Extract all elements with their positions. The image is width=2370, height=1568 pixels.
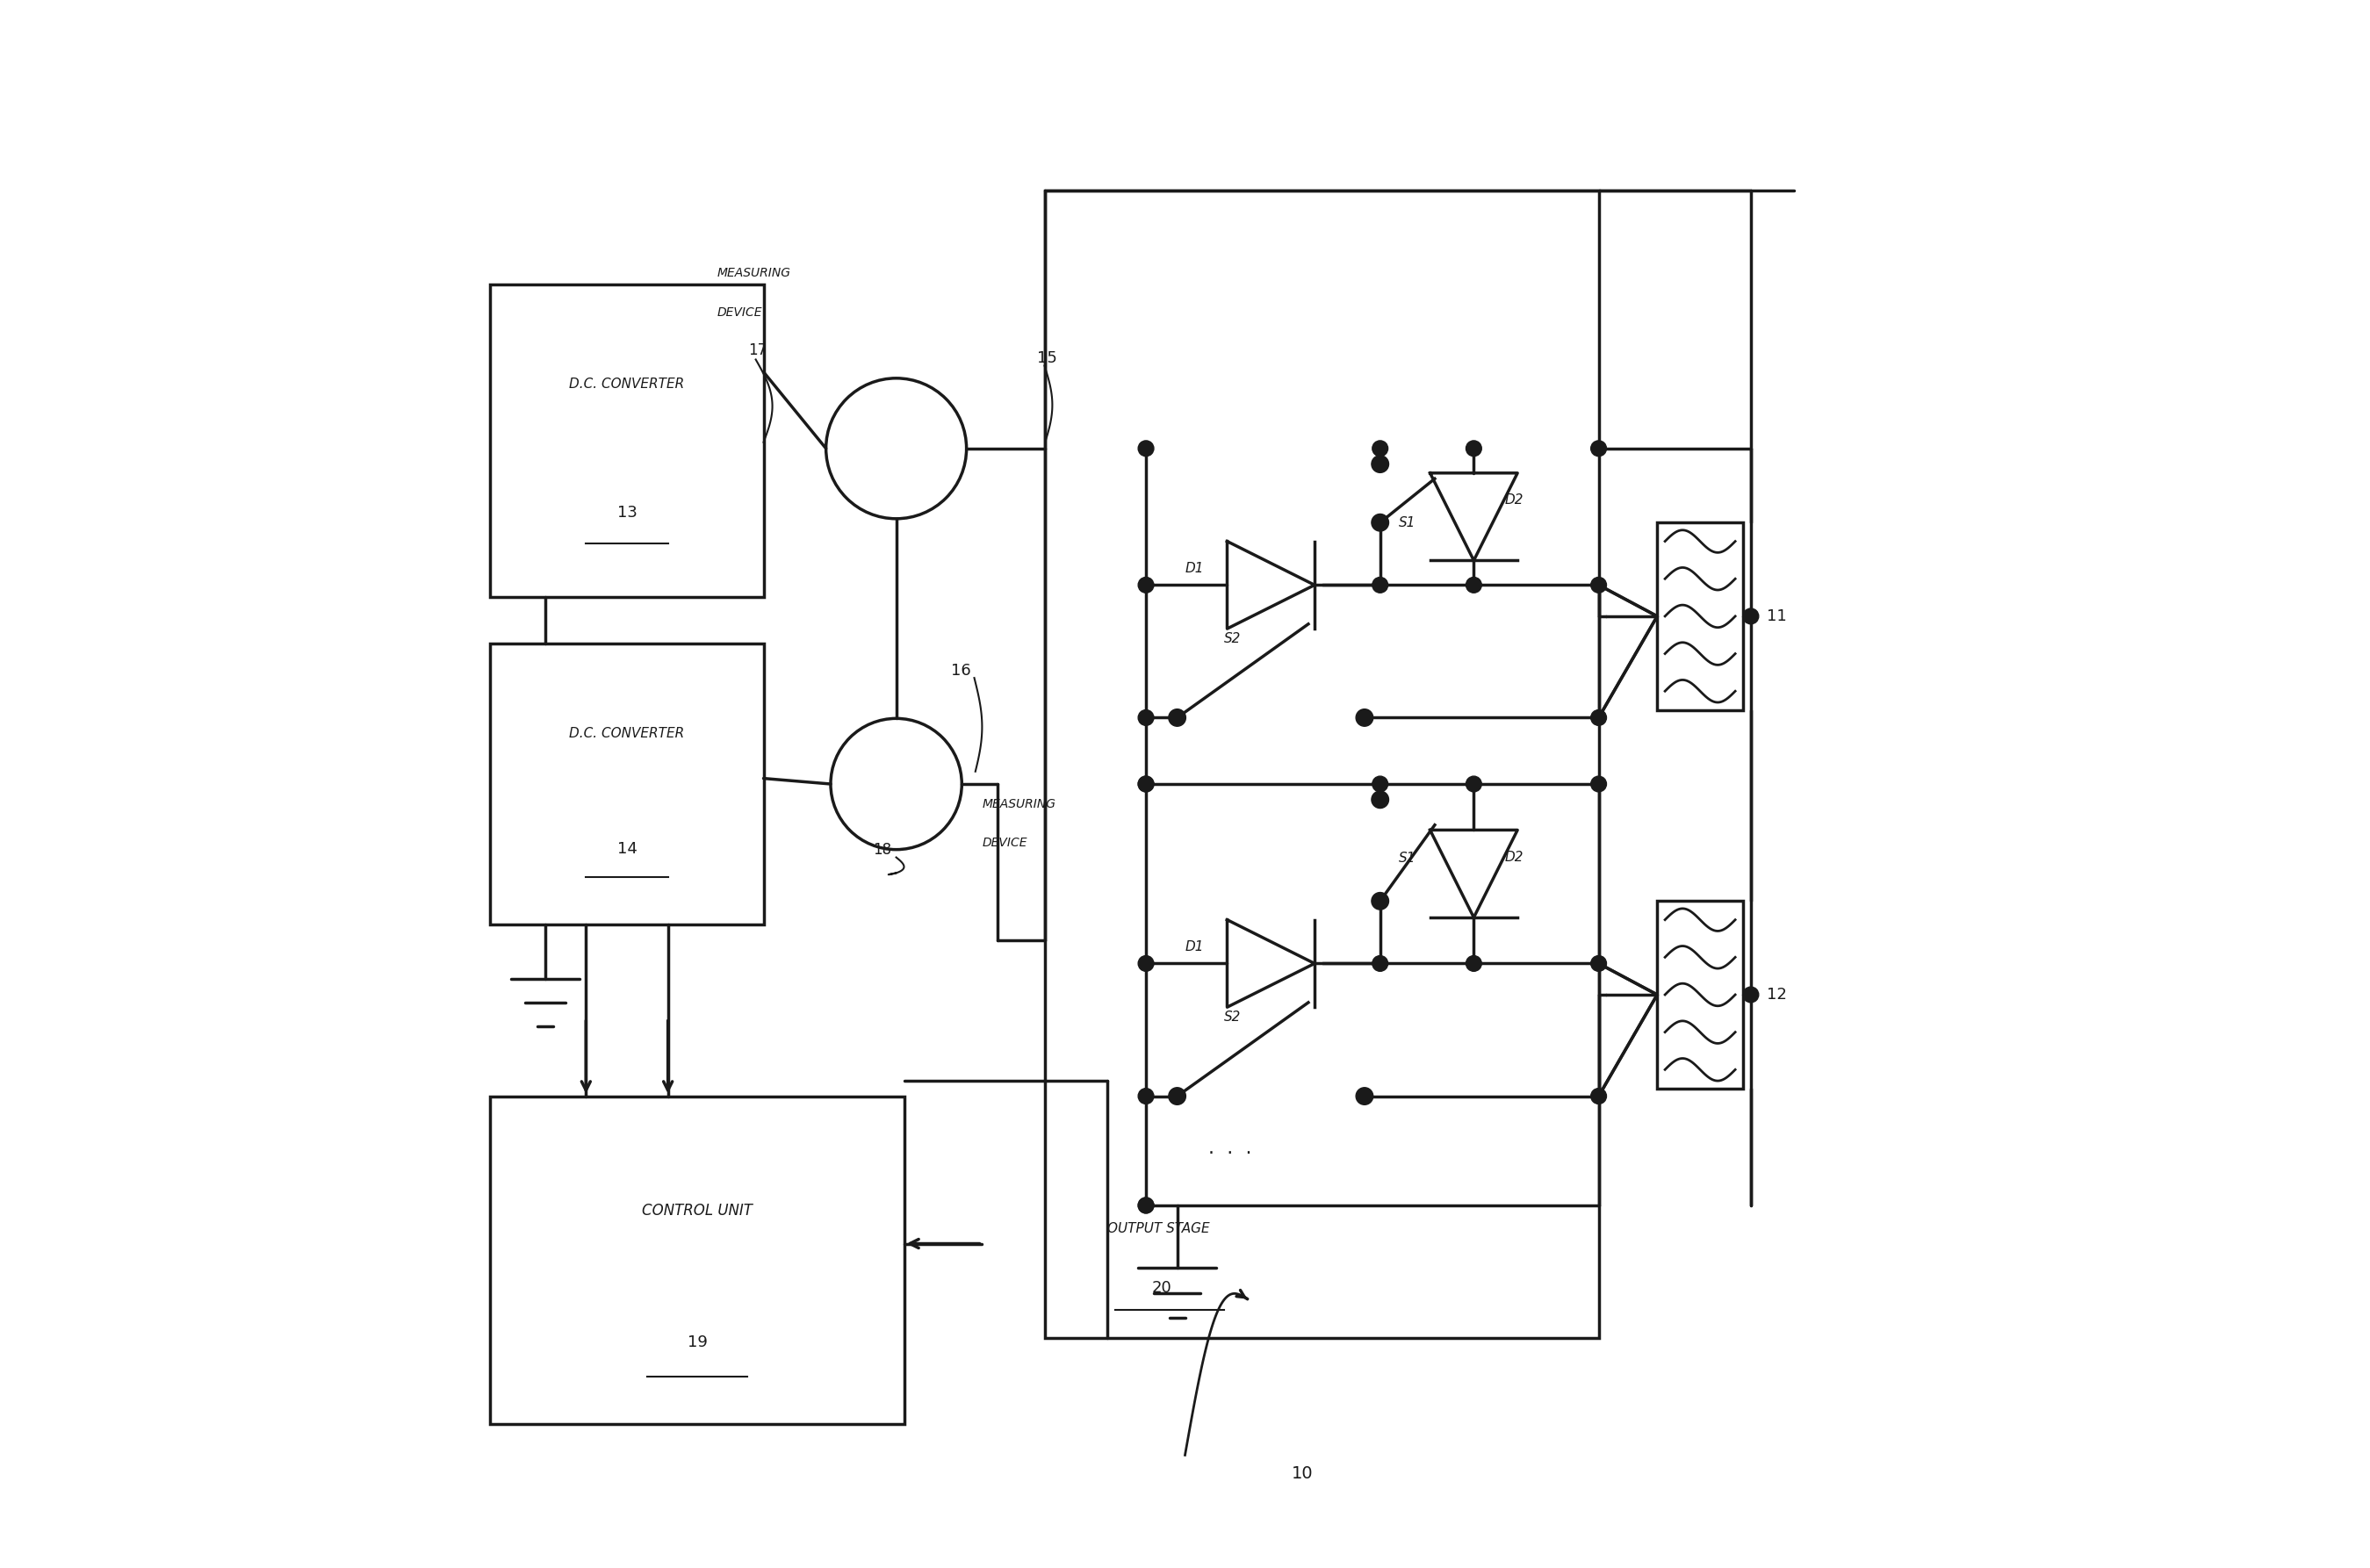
Circle shape <box>1372 790 1389 808</box>
Text: S2: S2 <box>1223 632 1242 646</box>
Bar <box>1657 902 1742 1088</box>
Text: ·  ·  ·: · · · <box>1209 1145 1251 1162</box>
Text: DEVICE: DEVICE <box>716 306 761 318</box>
Text: S2: S2 <box>1223 1011 1242 1024</box>
Circle shape <box>1356 709 1372 726</box>
Text: 12: 12 <box>1766 986 1787 1002</box>
Circle shape <box>1372 441 1389 456</box>
Circle shape <box>1467 776 1481 792</box>
Text: MEASURING: MEASURING <box>716 267 792 279</box>
Circle shape <box>1372 955 1389 971</box>
Circle shape <box>1138 1198 1154 1214</box>
Text: 14: 14 <box>616 840 638 856</box>
Text: D2: D2 <box>1505 494 1524 506</box>
Circle shape <box>1168 1088 1185 1105</box>
Text: 19: 19 <box>687 1334 706 1350</box>
Circle shape <box>1467 577 1481 593</box>
Circle shape <box>1138 776 1154 792</box>
Text: MEASURING: MEASURING <box>981 798 1055 811</box>
Text: CONTROL UNIT: CONTROL UNIT <box>642 1203 751 1218</box>
Circle shape <box>1372 892 1389 909</box>
Circle shape <box>1168 709 1185 726</box>
Circle shape <box>1467 441 1481 456</box>
Text: D1: D1 <box>1185 561 1204 575</box>
Circle shape <box>1590 710 1607 726</box>
Bar <box>1657 522 1742 710</box>
Circle shape <box>1467 955 1481 971</box>
Circle shape <box>1372 577 1389 593</box>
Bar <box>491 1096 903 1424</box>
Circle shape <box>1138 776 1154 792</box>
Text: S1: S1 <box>1398 851 1415 864</box>
Circle shape <box>1138 441 1154 456</box>
Text: 16: 16 <box>950 662 972 679</box>
Text: 20: 20 <box>1152 1279 1171 1297</box>
Circle shape <box>1372 514 1389 532</box>
Circle shape <box>1742 986 1759 1002</box>
Text: S1: S1 <box>1398 516 1415 528</box>
Circle shape <box>1356 1088 1372 1105</box>
Circle shape <box>1590 955 1607 971</box>
Circle shape <box>1590 577 1607 593</box>
Text: D1: D1 <box>1185 941 1204 953</box>
Text: 13: 13 <box>616 505 638 521</box>
Bar <box>491 643 763 925</box>
Text: 15: 15 <box>1036 350 1057 365</box>
Circle shape <box>1138 710 1154 726</box>
Text: DEVICE: DEVICE <box>981 837 1026 848</box>
Circle shape <box>1590 1088 1607 1104</box>
Text: 10: 10 <box>1292 1466 1313 1482</box>
Text: D2: D2 <box>1505 851 1524 864</box>
Circle shape <box>1138 955 1154 971</box>
Circle shape <box>1138 577 1154 593</box>
Text: D.C. CONVERTER: D.C. CONVERTER <box>569 378 685 390</box>
Circle shape <box>1138 1088 1154 1104</box>
Circle shape <box>1138 1198 1154 1214</box>
Circle shape <box>1372 455 1389 472</box>
Circle shape <box>1590 776 1607 792</box>
Text: OUTPUT STAGE: OUTPUT STAGE <box>1107 1221 1209 1236</box>
Text: D.C. CONVERTER: D.C. CONVERTER <box>569 728 685 740</box>
Bar <box>491 284 763 597</box>
Bar <box>1045 191 1600 1338</box>
Text: 11: 11 <box>1766 608 1787 624</box>
Text: 17: 17 <box>749 342 766 359</box>
Circle shape <box>1742 608 1759 624</box>
Circle shape <box>1372 776 1389 792</box>
Circle shape <box>1590 441 1607 456</box>
Text: 18: 18 <box>872 842 891 858</box>
